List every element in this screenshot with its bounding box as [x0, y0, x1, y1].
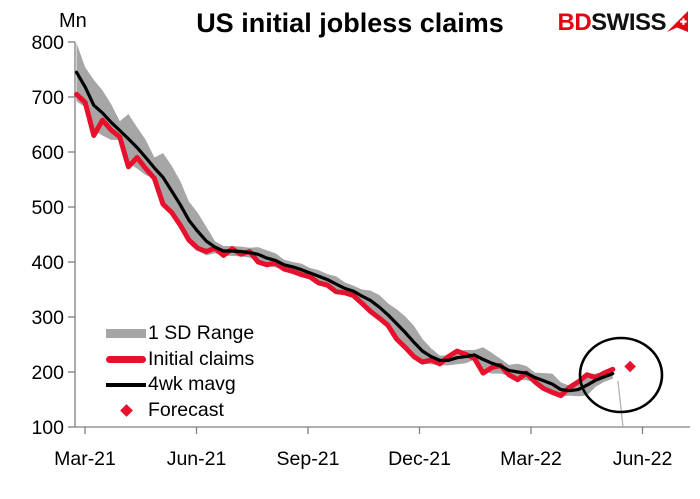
legend-label: 1 SD Range — [148, 322, 255, 345]
y-tick-label: 600 — [31, 142, 64, 164]
legend-item-initial-claims: Initial claims — [106, 347, 254, 373]
leader-line — [617, 380, 624, 428]
legend-item-sd-range: 1 SD Range — [106, 321, 254, 347]
forecast-swatch — [120, 403, 133, 417]
legend-label: Forecast — [148, 398, 224, 421]
y-tick-label: 200 — [31, 362, 64, 384]
chart-title: US initial jobless claims — [196, 8, 504, 38]
chart-legend: 1 SD Range Initial claims 4wk mavg Forec… — [106, 321, 254, 423]
mavg-swatch — [106, 383, 146, 387]
highlight-circle — [578, 336, 664, 414]
y-tick-label: 300 — [31, 307, 64, 329]
mavg-line — [74, 70, 615, 393]
initial-claims-line — [74, 91, 616, 399]
y-tick-label: 400 — [31, 252, 64, 274]
initial-claims-swatch — [106, 356, 146, 363]
y-tick-label: 500 — [31, 197, 64, 219]
bdswiss-arrow-icon — [667, 10, 688, 32]
bdswiss-logo: BD SWISS — [557, 9, 688, 36]
y-tick-label: 800 — [31, 32, 64, 54]
y-tick-label: 700 — [31, 87, 64, 109]
sd-range-swatch — [106, 329, 146, 339]
x-tick-label: Mar-22 — [500, 448, 562, 470]
logo-text-bd: BD — [557, 9, 592, 36]
x-tick-label: Jun-22 — [613, 448, 673, 470]
y-axis-unit-label: Mn — [59, 10, 87, 32]
x-tick-label: Mar-21 — [54, 448, 116, 470]
forecast-diamond — [624, 360, 636, 373]
x-tick-label: Jun-21 — [167, 448, 227, 470]
x-tick-label: Sep-21 — [277, 448, 340, 470]
logo-text-swiss: SWISS — [591, 9, 666, 36]
y-tick-label: 100 — [31, 417, 64, 439]
legend-item-forecast: Forecast — [106, 398, 254, 424]
legend-label: Initial claims — [148, 347, 255, 370]
legend-label: 4wk mavg — [148, 373, 236, 396]
x-tick-label: Dec-21 — [388, 448, 451, 470]
legend-item-mavg: 4wk mavg — [106, 372, 254, 398]
sd-range-band — [76, 43, 613, 397]
